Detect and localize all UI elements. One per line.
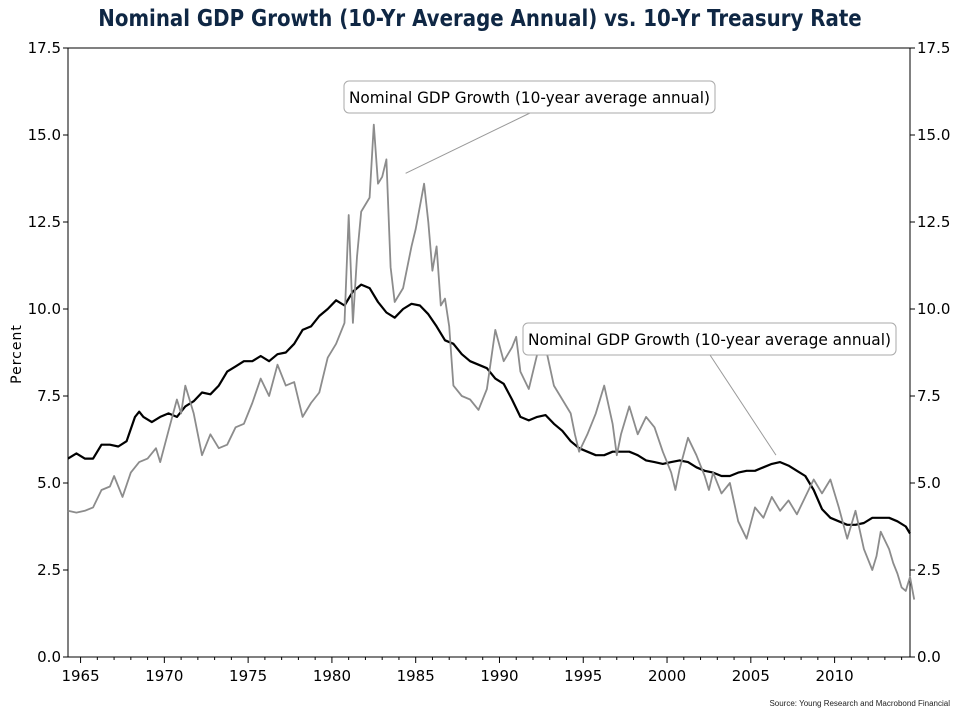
annotation-label: Nominal GDP Growth (10-year average annu… bbox=[528, 330, 891, 349]
annotation-box bbox=[522, 322, 897, 356]
annotation-leader bbox=[405, 112, 531, 174]
y-tick-label: 17.5 bbox=[917, 39, 950, 57]
series-line-2 bbox=[67, 123, 916, 600]
y-tick-label: 15.0 bbox=[917, 126, 950, 144]
series-line-1 bbox=[67, 283, 911, 535]
y-axis-label: Percent bbox=[9, 324, 25, 384]
annotation-box bbox=[343, 80, 716, 114]
y-tick-label: 5.0 bbox=[917, 474, 941, 492]
y-tick-label: 10.0 bbox=[28, 300, 61, 318]
chart-title: Nominal GDP Growth (10-Yr Average Annual… bbox=[98, 6, 862, 32]
x-tick-label: 1965 bbox=[61, 667, 99, 685]
x-tick-label: 1990 bbox=[480, 667, 518, 685]
x-axis: 1965 1970 1975 1980 1985 1990 1995 2000 2005 2010 bbox=[61, 657, 903, 685]
x-tick-label: 1980 bbox=[313, 667, 351, 685]
y-tick-label: 7.5 bbox=[917, 387, 941, 405]
y-tick-label: 2.5 bbox=[917, 561, 941, 579]
y-tick-label: 12.5 bbox=[28, 213, 61, 231]
y-tick-label: 10.0 bbox=[917, 300, 950, 318]
y-tick-label: 0.0 bbox=[917, 648, 941, 666]
x-tick-label: 1970 bbox=[145, 667, 183, 685]
y-axis-left: 0.0 2.5 5.0 7.5 10.0 12.5 15.0 17.5 bbox=[28, 39, 68, 666]
annotation-leader bbox=[709, 354, 777, 456]
x-tick-label: 1985 bbox=[397, 667, 435, 685]
series-group bbox=[67, 123, 916, 600]
annotations-group: Nominal GDP Growth (10-year average annu… bbox=[343, 80, 897, 456]
annotation-label: Nominal GDP Growth (10-year average annu… bbox=[349, 88, 710, 107]
y-tick-label: 2.5 bbox=[37, 561, 61, 579]
plot-frame bbox=[67, 47, 911, 658]
x-tick-label: 2010 bbox=[816, 667, 854, 685]
x-tick-label: 1975 bbox=[229, 667, 267, 685]
y-axis-right: 0.0 2.5 5.0 7.5 10.0 12.5 15.0 17.5 bbox=[910, 39, 950, 666]
source-note: Source: Young Research and Macrobond Fin… bbox=[769, 699, 950, 708]
y-tick-label: 0.0 bbox=[37, 648, 61, 666]
y-tick-label: 17.5 bbox=[28, 39, 61, 57]
y-tick-label: 7.5 bbox=[37, 387, 61, 405]
y-tick-label: 15.0 bbox=[28, 126, 61, 144]
x-tick-label: 1995 bbox=[564, 667, 602, 685]
x-tick-label: 2005 bbox=[732, 667, 770, 685]
y-tick-label: 5.0 bbox=[37, 474, 61, 492]
plot-border bbox=[67, 47, 911, 658]
x-tick-label: 2000 bbox=[648, 667, 686, 685]
y-tick-label: 12.5 bbox=[917, 213, 950, 231]
